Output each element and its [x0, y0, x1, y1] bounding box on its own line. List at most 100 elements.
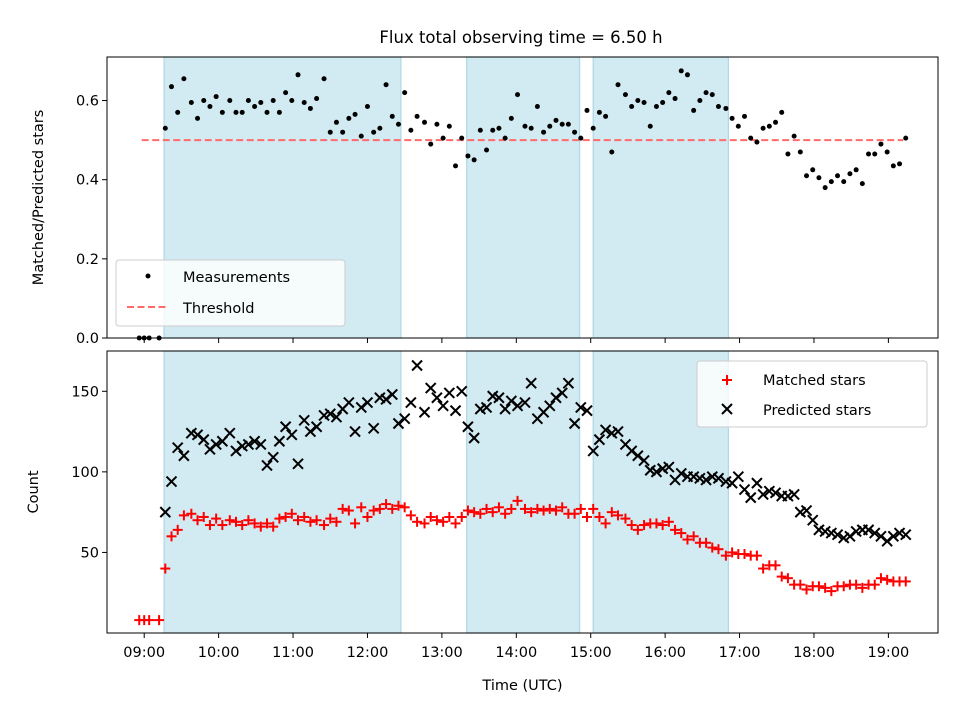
observing-window — [163, 350, 402, 634]
matched-stars-point — [676, 528, 687, 539]
measurement-point — [276, 109, 282, 115]
measurement-point — [213, 94, 219, 100]
measurement-point — [270, 98, 276, 104]
y-tick-label: 50 — [81, 545, 99, 561]
measurement-point — [181, 76, 187, 82]
predicted-stars-point — [159, 506, 172, 518]
matched-stars-point — [820, 582, 831, 593]
x-tick-label: 10:00 — [198, 645, 240, 661]
measurement-point — [742, 113, 748, 119]
matched-stars-point — [144, 615, 155, 626]
legend-plus-glyph — [722, 375, 732, 385]
matched-stars-point — [274, 513, 285, 524]
measurement-point — [666, 90, 672, 96]
matched-stars-point — [438, 516, 449, 527]
predicted-stars-point — [367, 422, 380, 435]
observing-windows-count — [163, 350, 729, 634]
measurement-point — [635, 98, 641, 104]
measurement-point — [402, 90, 408, 96]
matched-stars-point — [550, 505, 561, 516]
predicted-stars-point — [499, 403, 511, 415]
measurement-point — [383, 82, 389, 88]
ratio-panel: 0.0 0.2 0.4 0.6 Matched/Predicted stars Mea… — [31, 56, 939, 347]
x-tick-label: 09:00 — [123, 645, 165, 661]
measurement-point — [766, 123, 772, 129]
count-y-axis-label: Count — [26, 470, 42, 513]
matched-stars-point — [237, 520, 248, 531]
predicted-stars-point — [468, 432, 480, 444]
matched-stars-point — [782, 573, 793, 584]
measurement-point — [389, 113, 395, 119]
predicted-stars-point — [663, 461, 675, 473]
measurement-point — [219, 109, 225, 115]
predicted-stars-point — [165, 475, 178, 488]
matched-stars-point — [419, 518, 430, 529]
matched-stars-point — [707, 542, 718, 553]
measurement-point — [584, 107, 590, 113]
count-y-ticks: 50 100 150 — [71, 384, 107, 561]
count-legend-box — [696, 360, 928, 428]
y-tick-label: 0.2 — [76, 252, 99, 268]
predicted-stars-point — [568, 417, 581, 430]
matched-stars-point — [444, 511, 455, 522]
measurement-point — [859, 181, 865, 187]
measurement-point — [773, 119, 779, 125]
matched-stars-point — [186, 508, 197, 519]
measurement-point — [508, 115, 514, 121]
matched-stars-point — [532, 503, 543, 514]
measurement-point — [465, 153, 471, 159]
measurement-point — [903, 135, 909, 141]
legend-predicted-label: Predicted stars — [763, 403, 871, 419]
predicted-stars-point — [575, 401, 587, 414]
matched-stars-point — [600, 518, 611, 529]
measurement-point — [715, 103, 721, 109]
measurement-point — [408, 127, 414, 133]
ratio-legend-box — [115, 259, 346, 327]
predicted-stars-point — [310, 421, 323, 433]
matched-stars-point — [481, 503, 492, 514]
count-panel: 50 100 150 09:00 10:00 11:00 12:00 13:00 14:00 1… — [26, 350, 939, 694]
measurement-point — [816, 175, 822, 181]
measurement-point — [283, 90, 289, 96]
matched-stars-point — [688, 531, 699, 542]
x-tick-label: 16:00 — [644, 645, 686, 661]
matched-stars-point — [544, 503, 555, 514]
y-tick-label: 150 — [71, 384, 99, 400]
matched-stars-point — [588, 503, 599, 514]
predicted-stars-point — [831, 528, 844, 541]
matched-stars-point — [368, 505, 379, 516]
measurement-point — [502, 135, 508, 141]
matched-stars-point — [425, 511, 436, 522]
matched-stars-point — [739, 549, 750, 560]
matched-stars-point — [399, 502, 410, 513]
matched-stars-point — [557, 502, 568, 513]
matched-stars-point — [293, 515, 304, 526]
measurement-point — [884, 149, 890, 155]
legend-matched-label: Matched stars — [763, 373, 866, 389]
measurement-point — [327, 129, 333, 135]
matched-stars-point — [519, 503, 530, 514]
measurement-point — [779, 109, 785, 115]
measurement-point — [835, 173, 841, 179]
measurement-point — [422, 119, 428, 125]
matched-stars-point — [594, 511, 605, 522]
observing-window — [466, 56, 581, 339]
predicted-stars-point — [431, 392, 443, 404]
matched-stars-point — [325, 513, 336, 524]
measurement-point — [364, 103, 370, 109]
measurement-point — [245, 98, 251, 104]
measurement-point — [333, 119, 339, 125]
matched-stars-point — [506, 503, 517, 514]
matched-stars-point — [166, 531, 177, 542]
measurement-point — [252, 103, 258, 109]
measurement-point — [496, 125, 502, 131]
matched-stars-point — [500, 508, 511, 519]
matched-stars-point — [356, 502, 367, 513]
legend-predicted-marker — [721, 403, 733, 415]
predicted-stars-point — [398, 412, 411, 425]
matched-stars-point — [280, 511, 291, 522]
matched-stars-point — [198, 511, 209, 522]
measurement-point — [729, 115, 735, 121]
measurement-point — [307, 105, 313, 111]
count-legend: Matched stars Predicted stars — [696, 360, 928, 428]
